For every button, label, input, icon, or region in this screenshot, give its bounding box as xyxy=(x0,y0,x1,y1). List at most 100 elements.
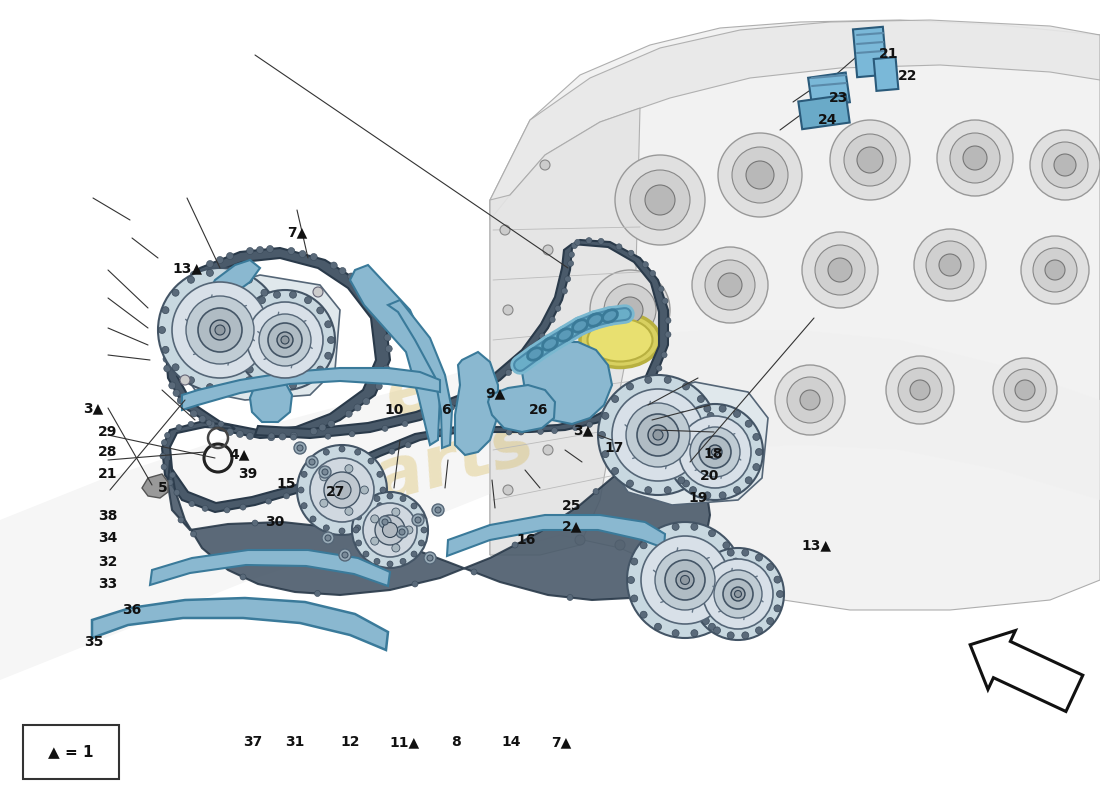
Circle shape xyxy=(682,480,690,487)
Circle shape xyxy=(642,262,648,267)
Circle shape xyxy=(163,346,169,353)
Polygon shape xyxy=(970,630,1082,711)
Circle shape xyxy=(246,433,253,439)
Circle shape xyxy=(319,466,331,478)
Circle shape xyxy=(469,429,475,435)
Circle shape xyxy=(323,449,329,455)
Circle shape xyxy=(207,384,213,390)
Circle shape xyxy=(324,434,331,439)
Circle shape xyxy=(641,536,729,624)
Circle shape xyxy=(503,485,513,495)
Circle shape xyxy=(486,384,493,390)
Text: 26: 26 xyxy=(529,402,549,417)
Circle shape xyxy=(375,303,383,310)
Circle shape xyxy=(828,258,852,282)
Text: 38: 38 xyxy=(98,509,118,523)
Circle shape xyxy=(654,623,661,630)
Text: 23: 23 xyxy=(828,90,848,105)
Circle shape xyxy=(207,261,213,267)
Circle shape xyxy=(374,495,379,502)
Circle shape xyxy=(723,611,730,618)
Circle shape xyxy=(224,507,230,513)
Circle shape xyxy=(645,376,652,383)
Circle shape xyxy=(240,574,246,580)
Circle shape xyxy=(383,366,389,372)
Circle shape xyxy=(446,431,451,438)
Circle shape xyxy=(379,374,386,381)
Circle shape xyxy=(658,286,664,292)
Text: 12: 12 xyxy=(340,735,360,750)
Circle shape xyxy=(290,434,297,440)
Circle shape xyxy=(718,273,743,297)
Circle shape xyxy=(236,430,243,438)
Text: 21: 21 xyxy=(879,47,899,62)
Circle shape xyxy=(627,480,634,487)
Circle shape xyxy=(168,382,176,389)
Circle shape xyxy=(165,432,170,438)
Circle shape xyxy=(564,276,571,282)
Circle shape xyxy=(412,514,424,526)
Circle shape xyxy=(306,456,318,468)
Circle shape xyxy=(301,502,307,509)
Circle shape xyxy=(727,632,734,639)
Text: 20: 20 xyxy=(700,469,719,483)
Circle shape xyxy=(305,297,311,304)
Circle shape xyxy=(164,365,170,372)
Text: 28: 28 xyxy=(98,445,118,459)
Circle shape xyxy=(630,595,638,602)
Circle shape xyxy=(575,535,585,545)
Circle shape xyxy=(678,477,685,484)
Circle shape xyxy=(604,284,656,336)
Circle shape xyxy=(745,477,752,484)
Circle shape xyxy=(411,551,417,557)
Circle shape xyxy=(271,346,278,354)
Circle shape xyxy=(691,523,697,530)
Circle shape xyxy=(702,618,710,625)
Circle shape xyxy=(218,421,224,427)
Polygon shape xyxy=(165,248,390,438)
Ellipse shape xyxy=(587,314,603,326)
Circle shape xyxy=(352,492,428,568)
Circle shape xyxy=(707,450,714,458)
Circle shape xyxy=(640,611,647,618)
Circle shape xyxy=(543,445,553,455)
Circle shape xyxy=(324,370,336,380)
Circle shape xyxy=(322,532,334,544)
Circle shape xyxy=(1033,248,1077,292)
Circle shape xyxy=(661,352,667,358)
Polygon shape xyxy=(195,260,260,360)
Polygon shape xyxy=(350,265,440,445)
Circle shape xyxy=(777,590,783,598)
Ellipse shape xyxy=(587,318,652,362)
Circle shape xyxy=(176,425,182,430)
Circle shape xyxy=(531,344,537,350)
Circle shape xyxy=(741,632,749,639)
Circle shape xyxy=(246,247,253,254)
Text: 10: 10 xyxy=(384,402,404,417)
Circle shape xyxy=(361,486,368,494)
Polygon shape xyxy=(250,378,292,422)
Circle shape xyxy=(258,297,265,304)
Circle shape xyxy=(162,306,169,314)
Circle shape xyxy=(962,146,987,170)
Circle shape xyxy=(926,241,974,289)
Circle shape xyxy=(656,365,662,371)
Circle shape xyxy=(392,544,399,552)
Text: 13▲: 13▲ xyxy=(172,261,202,275)
Circle shape xyxy=(704,405,711,412)
Circle shape xyxy=(732,147,788,203)
Circle shape xyxy=(705,260,755,310)
Circle shape xyxy=(517,359,522,366)
Circle shape xyxy=(333,481,351,499)
Circle shape xyxy=(207,270,213,276)
Circle shape xyxy=(993,358,1057,422)
Circle shape xyxy=(654,530,661,537)
Circle shape xyxy=(637,414,679,456)
Polygon shape xyxy=(490,20,1100,610)
Circle shape xyxy=(375,515,405,545)
Circle shape xyxy=(950,133,1000,183)
Text: 35: 35 xyxy=(84,634,103,649)
Circle shape xyxy=(1004,369,1046,411)
Circle shape xyxy=(676,439,683,446)
Text: 34: 34 xyxy=(98,530,118,545)
